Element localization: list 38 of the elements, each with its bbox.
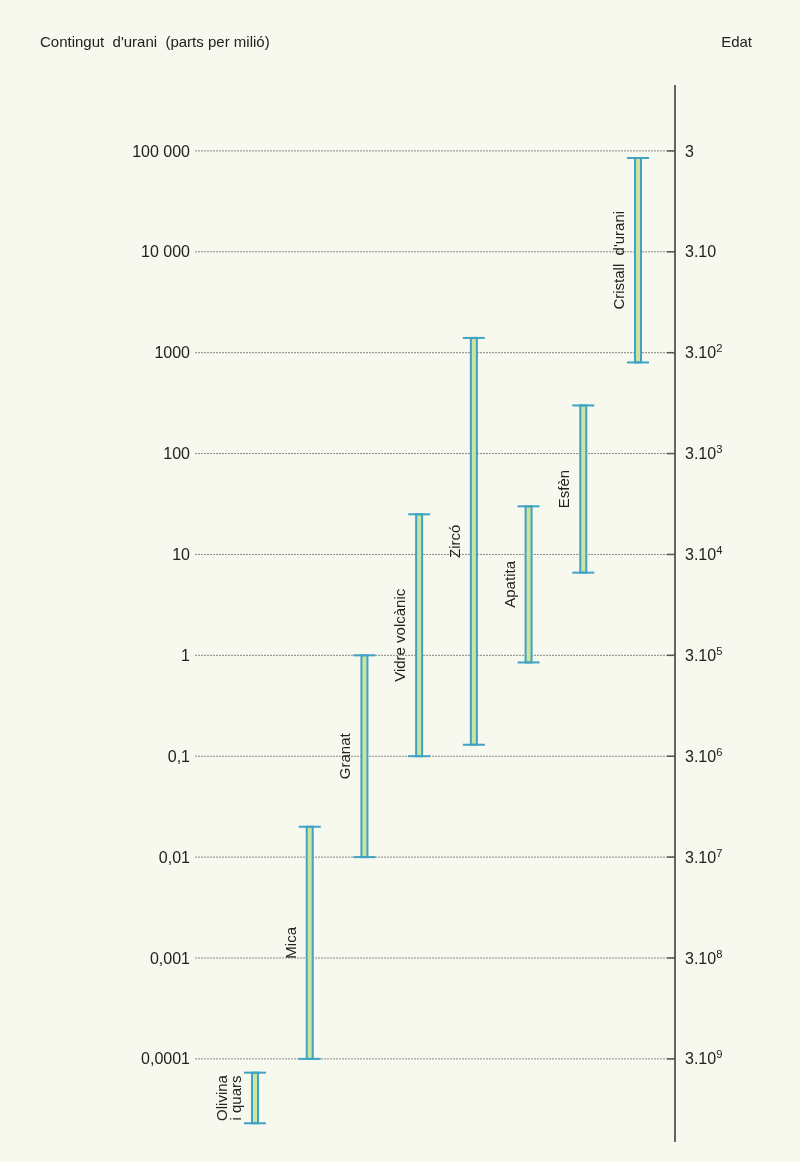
- text: 3.10: [685, 243, 717, 261]
- x-tick-label: Vidre volcànic: [391, 588, 409, 682]
- y-tick-label: 1000: [154, 344, 191, 362]
- text: 3.10$^{9}$: [685, 1048, 723, 1068]
- text: 3.10$^{3}$: [685, 443, 723, 463]
- y-tick-label: 10 000: [141, 243, 191, 261]
- y-tick-label: 0,01: [158, 848, 191, 866]
- x-tick-label: Apatita: [500, 560, 518, 608]
- x-tick-label: Mica: [281, 926, 299, 959]
- y-tick-label: 100 000: [132, 142, 191, 160]
- y-axis-title: Contingut d'urani (parts per milió): [40, 33, 270, 50]
- bar: [634, 157, 642, 364]
- y-tick-label: 0,0001: [141, 1050, 191, 1068]
- y-tick-label: 100: [163, 445, 191, 463]
- text: 3.10$^{7}$: [685, 846, 723, 866]
- y-tick-label: 0,1: [167, 747, 191, 765]
- y2-axis-title: Edat: [721, 33, 753, 50]
- text: 3: [685, 142, 694, 160]
- bar: [415, 513, 424, 758]
- bar: [579, 404, 588, 574]
- y-tick-label: 1: [181, 646, 191, 664]
- y-tick-label: 10: [172, 546, 191, 564]
- text: 3.10$^{8}$: [685, 947, 723, 967]
- text: 3.10$^{6}$: [685, 745, 723, 765]
- text: 3.10$^{4}$: [685, 544, 723, 564]
- bar: [251, 1071, 259, 1125]
- x-tick-label: Granat: [336, 732, 354, 780]
- x-tick-label: Cristall d'urani: [610, 210, 627, 310]
- x-tick-label: Esfèn: [555, 469, 573, 509]
- x-tick-label: Zircó: [445, 524, 463, 558]
- bar: [305, 825, 314, 1060]
- bar: [469, 336, 478, 746]
- bar: [360, 654, 369, 859]
- text: 3.10$^{5}$: [685, 644, 723, 664]
- x-tick-label: Olivina i quars: [213, 1074, 244, 1121]
- text: 3.10$^{2}$: [685, 342, 723, 362]
- bar: [524, 505, 533, 664]
- y-tick-label: 0,001: [149, 949, 191, 967]
